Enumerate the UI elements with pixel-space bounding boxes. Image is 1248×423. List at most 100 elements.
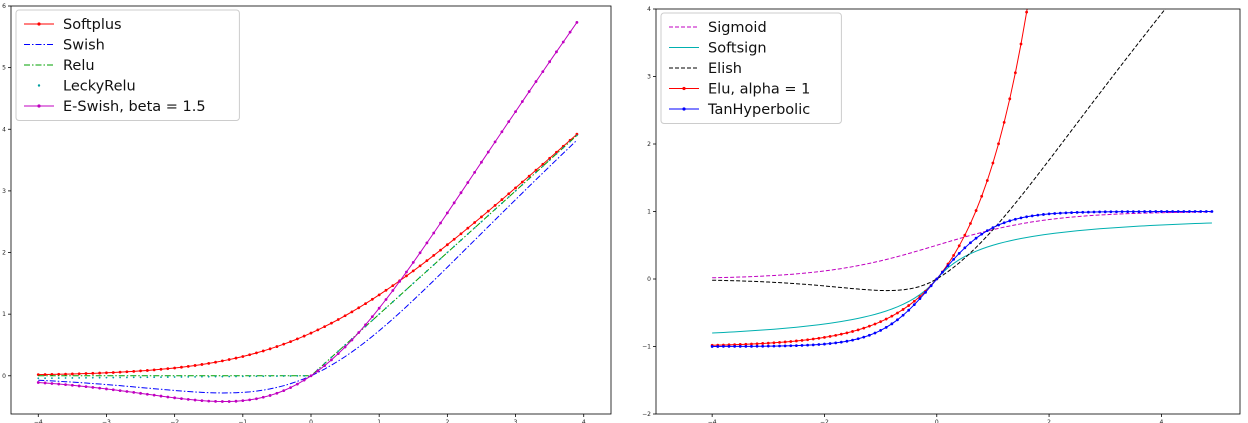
data-point — [946, 264, 950, 268]
data-point — [459, 191, 463, 195]
data-point — [350, 310, 354, 314]
data-point — [480, 220, 483, 223]
data-point — [419, 276, 421, 279]
data-point — [974, 236, 978, 240]
data-point — [963, 233, 967, 237]
data-point — [1098, 210, 1102, 214]
data-point — [220, 359, 224, 363]
data-point — [214, 375, 217, 378]
data-point — [952, 253, 956, 257]
data-point — [241, 355, 245, 358]
data-point — [778, 344, 781, 348]
data-point — [535, 171, 537, 174]
data-point — [227, 400, 231, 403]
data-point — [924, 290, 927, 294]
data-point — [839, 332, 843, 336]
data-point — [112, 376, 115, 379]
x-tick-label: 3 — [514, 419, 518, 423]
data-point — [139, 391, 142, 395]
data-point — [480, 215, 483, 219]
data-point — [377, 293, 381, 297]
data-point — [789, 344, 793, 348]
series-group — [710, 9, 1214, 348]
data-point — [555, 153, 558, 155]
data-point — [289, 340, 292, 344]
data-point — [935, 277, 939, 281]
data-point — [261, 395, 265, 399]
data-point — [1002, 221, 1006, 225]
data-point — [186, 364, 190, 368]
data-point — [262, 375, 265, 378]
legend-label-swish: Swish — [63, 38, 105, 54]
data-point — [817, 343, 821, 346]
data-point — [445, 243, 449, 247]
data-point — [555, 150, 558, 154]
data-point — [834, 333, 838, 337]
series-group — [36, 21, 579, 403]
data-point — [862, 326, 866, 330]
data-point — [744, 344, 748, 348]
data-point — [70, 372, 74, 376]
data-point — [487, 214, 490, 217]
data-point — [282, 375, 285, 377]
data-point — [856, 328, 860, 332]
data-point — [952, 257, 956, 261]
data-point — [459, 232, 463, 236]
data-point — [1137, 210, 1141, 214]
data-point — [879, 320, 883, 324]
data-point — [548, 159, 551, 161]
data-point — [761, 344, 765, 348]
data-point — [173, 396, 177, 400]
legend-marker — [37, 104, 41, 108]
data-point — [207, 375, 210, 378]
data-point — [1019, 216, 1023, 220]
data-point — [57, 377, 60, 379]
data-point — [907, 308, 911, 312]
data-point — [405, 288, 408, 291]
data-point — [234, 356, 238, 360]
data-point — [884, 325, 888, 329]
data-point — [330, 356, 333, 359]
data-point — [997, 223, 1000, 227]
data-point — [255, 351, 258, 355]
data-point — [750, 344, 753, 348]
data-point — [1092, 210, 1096, 214]
data-point — [228, 375, 231, 378]
data-point — [851, 338, 854, 342]
data-point — [901, 313, 905, 317]
data-point — [398, 279, 402, 283]
data-point — [738, 344, 742, 348]
data-point — [1002, 120, 1006, 124]
data-point — [214, 360, 217, 364]
data-point — [371, 319, 374, 322]
data-point — [296, 375, 299, 377]
data-point — [303, 374, 306, 377]
legend-marker — [682, 107, 686, 111]
data-point — [879, 329, 883, 332]
data-point — [772, 344, 776, 348]
data-point — [364, 323, 367, 327]
legend-label-relu: Relu — [63, 58, 95, 74]
data-point — [710, 345, 714, 348]
legend-label-e-swish-beta-1-5: E-Swish, beta = 1.5 — [63, 99, 206, 115]
data-point — [1075, 211, 1079, 214]
data-point — [548, 60, 552, 64]
data-point — [862, 335, 866, 339]
data-point — [778, 341, 781, 344]
x-tick-label: 0 — [309, 419, 313, 423]
data-point — [1081, 210, 1085, 214]
data-point — [64, 383, 67, 387]
data-point — [738, 343, 742, 346]
data-point — [800, 344, 804, 347]
data-point — [466, 226, 470, 230]
data-point — [248, 375, 251, 378]
data-point — [343, 345, 347, 349]
data-point — [50, 382, 54, 385]
data-point — [200, 399, 204, 403]
data-point — [896, 311, 899, 315]
data-point — [473, 221, 477, 224]
data-point — [235, 375, 237, 378]
x-tick-label: −4 — [34, 419, 43, 423]
data-point — [173, 366, 177, 370]
